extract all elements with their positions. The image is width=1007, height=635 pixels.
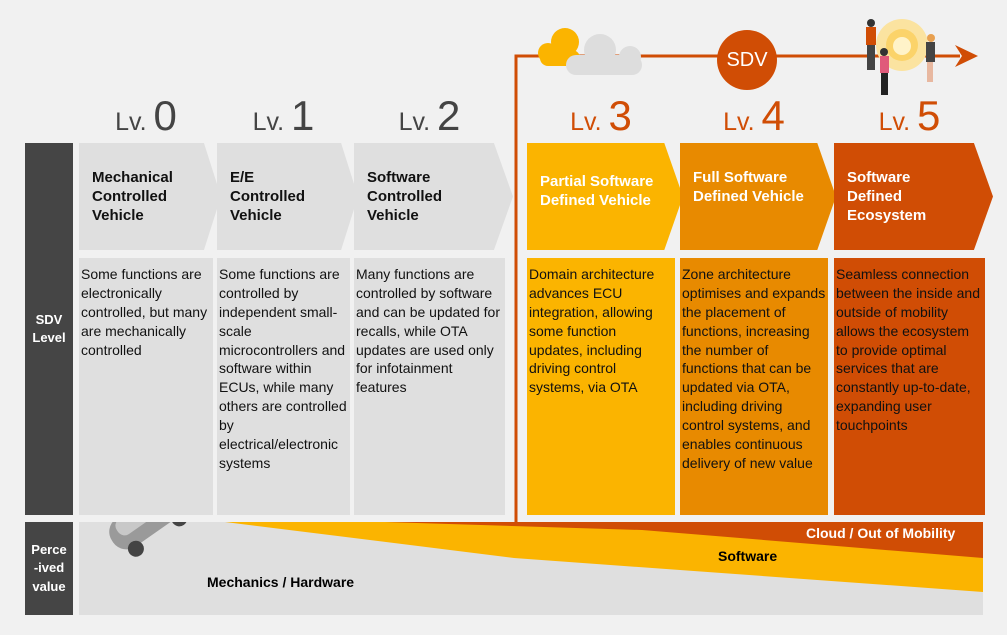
level-prefix: Lv. [723, 108, 755, 136]
level-number: Lv. 2 [355, 92, 505, 140]
level-digit: 1 [291, 92, 315, 139]
perceived-value-label: Perce -ived value [25, 522, 73, 615]
level-title: E/E Controlled Vehicle [230, 169, 305, 224]
level-prefix: Lv. [398, 108, 431, 136]
level-digit: 0 [153, 92, 177, 139]
level-title-card: Mechanical Controlled Vehicle [79, 143, 221, 250]
level-title: Software Defined Ecosystem [847, 169, 927, 224]
level-digit: 4 [761, 92, 785, 139]
level-number: Lv. 5 [835, 92, 985, 140]
perceived-value-chart [79, 522, 983, 615]
level-title-card: Partial Software Defined Vehicle [527, 143, 683, 250]
level-title-card: Software Controlled Vehicle [354, 143, 513, 250]
sdv-badge: SDV [717, 30, 777, 90]
hardware-label: Mechanics / Hardware [207, 574, 355, 590]
software-label: Software [718, 548, 778, 564]
cloud-label: Cloud / Out of Mobility [806, 525, 956, 541]
level-description: Domain architecture advances ECU integra… [527, 258, 675, 515]
car-icon [109, 522, 188, 557]
level-number: Lv. 0 [71, 92, 221, 140]
level-prefix: Lv. [115, 108, 147, 136]
level-digit: 3 [608, 92, 632, 139]
level-description: Zone architecture optimises and expands … [680, 258, 828, 515]
cloud-icon [538, 28, 642, 75]
level-prefix: Lv. [252, 108, 285, 136]
level-prefix: Lv. [570, 108, 602, 136]
level-digit: 5 [917, 92, 941, 139]
level-description: Some functions are controlled by indepen… [217, 258, 350, 515]
level-description: Some functions are electronically contro… [79, 258, 213, 515]
level-digit: 2 [437, 92, 461, 139]
level-description: Seamless connection between the inside a… [834, 258, 985, 515]
level-title-card: E/E Controlled Vehicle [217, 143, 358, 250]
level-description: Many functions are controlled by softwar… [354, 258, 505, 515]
level-number: Lv. 3 [526, 92, 676, 140]
level-number: Lv. 4 [679, 92, 829, 140]
cloud-layer [385, 522, 983, 558]
level-title: Full Software Defined Vehicle [693, 169, 804, 205]
level-title: Software Controlled Vehicle [367, 169, 442, 224]
lightbulb-people-icon [866, 19, 935, 95]
level-title-card: Full Software Defined Vehicle [680, 143, 836, 250]
level-title-card: Software Defined Ecosystem [834, 143, 993, 250]
level-title: Mechanical Controlled Vehicle [92, 169, 173, 224]
level-number: Lv. 1 [209, 92, 359, 140]
level-prefix: Lv. [878, 108, 911, 136]
sdv-level-label: SDV Level [25, 143, 73, 515]
level-title: Partial Software Defined Vehicle [540, 173, 654, 209]
